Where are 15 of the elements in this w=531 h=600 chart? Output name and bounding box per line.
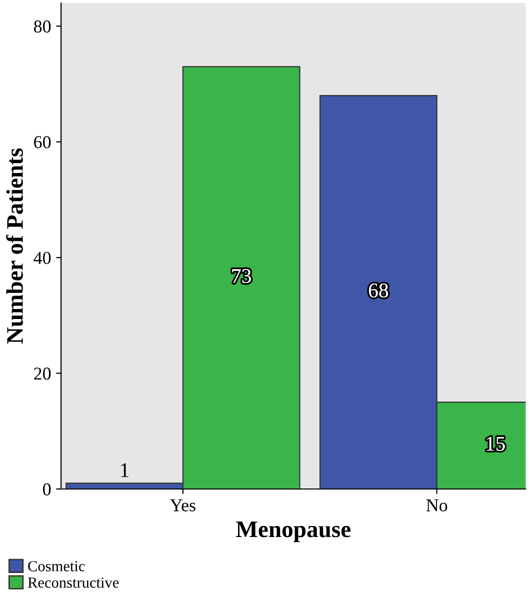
y-tick-label: 60 — [34, 136, 51, 148]
data-label: 1 — [121, 463, 128, 478]
data-label: 68 — [368, 283, 388, 298]
legend-label: Cosmetic — [28, 561, 85, 572]
x-axis-title: Menopause — [236, 522, 350, 542]
y-tick-label: 20 — [34, 368, 51, 380]
x-tick-label: Yes — [170, 499, 196, 512]
x-tick-label: No — [426, 499, 448, 512]
y-axis-title: Number of Patients — [6, 148, 23, 344]
data-label: 73 — [232, 269, 251, 284]
y-tick-label: 0 — [43, 483, 51, 496]
y-tick-label: 40 — [34, 252, 51, 264]
legend-label: Reconstructive — [28, 577, 119, 588]
data-label: 15 — [486, 436, 505, 451]
y-tick-label: 80 — [34, 20, 51, 33]
